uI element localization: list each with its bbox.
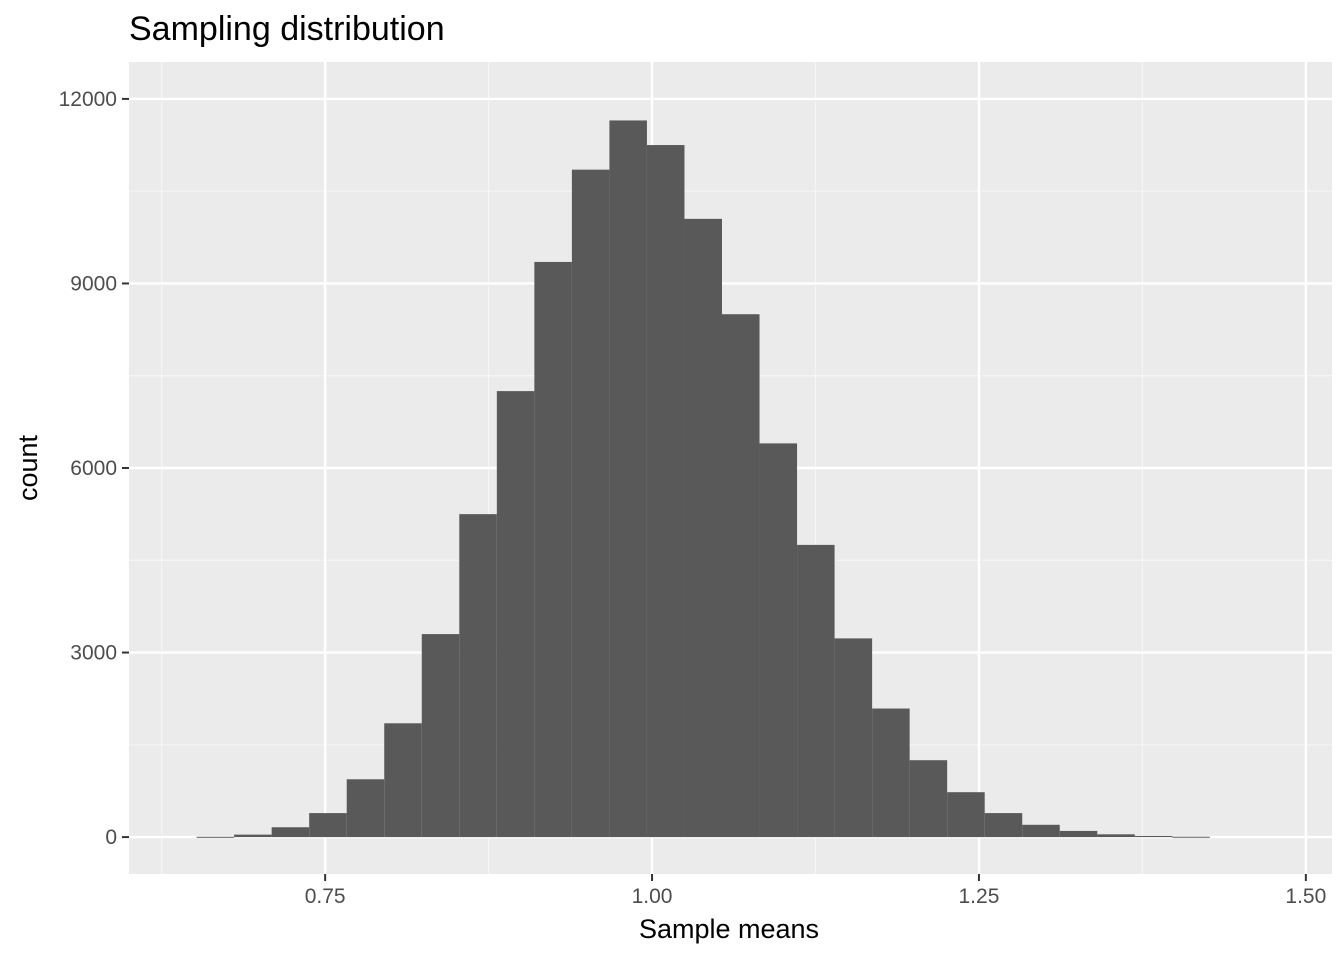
x-axis-title: Sample means <box>639 914 819 944</box>
histogram-bar <box>722 314 760 838</box>
x-tick-label: 1.50 <box>1285 885 1326 908</box>
histogram-bar <box>684 218 723 838</box>
y-tick-label: 6000 <box>70 457 117 480</box>
histogram-bar <box>609 120 647 838</box>
x-tick-label: 1.25 <box>959 885 1000 908</box>
histogram-bar <box>534 261 572 838</box>
histogram-bar <box>834 638 873 838</box>
x-tick-label: 0.75 <box>305 885 346 908</box>
histogram-bar <box>271 827 310 838</box>
histogram-bar <box>1059 830 1098 838</box>
y-axis-title: count <box>13 434 43 501</box>
histogram-bar <box>196 836 235 838</box>
histogram-bar <box>984 813 1023 838</box>
histogram-bar <box>384 723 422 838</box>
histogram-bar <box>421 634 460 838</box>
histogram-bar <box>571 169 610 838</box>
histogram-bar <box>797 544 835 838</box>
histogram-bar <box>909 760 948 838</box>
y-tick-label: 9000 <box>70 272 117 295</box>
histogram-bar <box>459 514 497 838</box>
histogram-bar <box>1172 836 1210 838</box>
y-tick-label: 12000 <box>59 88 117 111</box>
y-axis: 0 3000 6000 9000 12000 <box>59 88 129 849</box>
histogram-bar <box>496 391 535 838</box>
histogram-bar <box>646 145 685 838</box>
histogram-bar <box>1097 834 1135 838</box>
chart-title: Sampling distribution <box>129 10 445 48</box>
histogram-bar <box>346 779 385 838</box>
histogram-bar <box>234 834 272 838</box>
y-tick-label: 3000 <box>70 642 117 665</box>
y-tick-label: 0 <box>105 826 117 849</box>
histogram-bar <box>309 813 347 838</box>
histogram-bar <box>1022 824 1060 838</box>
histogram-bar <box>1134 835 1173 838</box>
histogram-bar <box>759 443 798 838</box>
histogram-bars <box>196 120 1210 838</box>
histogram-bar <box>872 708 910 838</box>
histogram-bar <box>947 792 985 838</box>
x-tick-label: 1.00 <box>632 885 673 908</box>
x-axis: 0.75 1.00 1.25 1.50 <box>305 874 1326 908</box>
